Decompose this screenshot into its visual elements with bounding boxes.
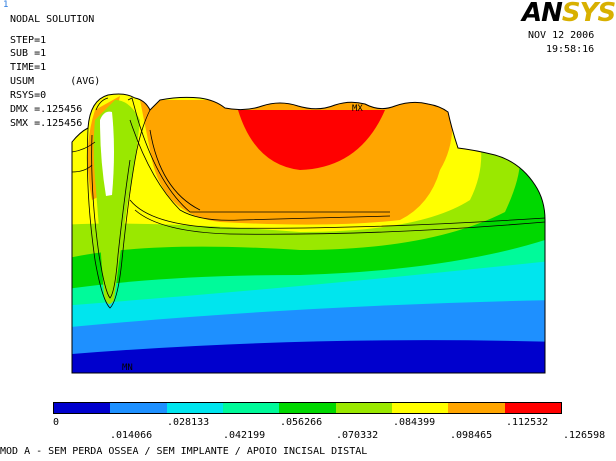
mesh-outlines	[71, 93, 546, 374]
legend-tick-1: .014066	[110, 430, 153, 441]
model-footer: MOD A - SEM PERDA OSSEA / SEM IMPLANTE /…	[0, 446, 368, 457]
pulp-canal	[100, 111, 114, 196]
legend-tick-2: .028133	[167, 417, 210, 428]
legend-swatch-9	[504, 403, 561, 413]
legend-tick-5: .070332	[336, 430, 379, 441]
legend-tick-4: .056266	[280, 417, 323, 428]
legend-swatch-4	[222, 403, 280, 413]
time-label: 19:58:16	[546, 44, 595, 55]
rsys-line: RSYS=0	[10, 90, 47, 101]
logo-part-an: AN	[522, 0, 563, 28]
max-marker: MX	[352, 104, 363, 114]
time-line: TIME=1	[10, 62, 47, 73]
legend-swatch-1	[54, 403, 111, 413]
legend-swatch-3	[166, 403, 223, 413]
legend-tick-8: .112532	[506, 417, 549, 428]
logo-part-sys: SYS	[561, 0, 616, 28]
band-9	[238, 110, 385, 170]
legend-swatch-6	[335, 403, 392, 413]
legend-swatch-5	[279, 403, 336, 413]
dmx-line: DMX =.125456	[10, 104, 83, 115]
smx-line: SMX =.125456	[10, 118, 83, 129]
stress-bands	[72, 94, 545, 373]
usum-line: USUM (AVG)	[10, 76, 101, 87]
legend-swatch-2	[110, 403, 167, 413]
legend-tick-0: 0	[53, 417, 60, 428]
sub-line: SUB =1	[10, 48, 47, 59]
min-marker: MN	[122, 363, 133, 373]
legend-tick-9: .126598	[563, 430, 606, 441]
legend-tick-3: .042199	[223, 430, 266, 441]
date-label: NOV 12 2006	[528, 30, 595, 41]
legend-swatch-8	[448, 403, 505, 413]
color-legend	[53, 402, 562, 414]
step-line: STEP=1	[10, 35, 47, 46]
ansys-logo: ANSYS	[522, 0, 616, 28]
legend-tick-6: .084399	[393, 417, 436, 428]
legend-tick-7: .098465	[450, 430, 493, 441]
legend-swatch-7	[391, 403, 449, 413]
window-index: 1	[3, 0, 9, 10]
plot-title: NODAL SOLUTION	[10, 14, 95, 25]
